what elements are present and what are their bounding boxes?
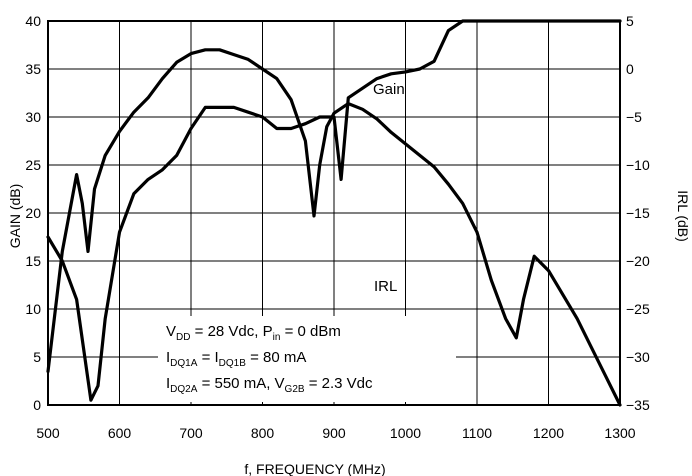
x-tick-labels: 500 600 700 800 900 1000 1100 1200 1300 xyxy=(36,425,635,441)
y-left-tick-label: 0 xyxy=(33,397,41,413)
irl-series-label: IRL xyxy=(374,278,397,295)
x-tick-label: 1100 xyxy=(462,425,492,441)
y-left-tick-label: 25 xyxy=(25,157,41,173)
y-left-tick-label: 10 xyxy=(25,301,41,317)
x-tick-label: 700 xyxy=(179,425,203,441)
y-right-tick-label: 5 xyxy=(626,13,634,29)
x-tick-label: 1200 xyxy=(533,425,564,441)
x-tick-label: 1000 xyxy=(390,425,421,441)
x-tick-label: 600 xyxy=(108,425,132,441)
x-tick-label: 500 xyxy=(36,425,60,441)
y-right-tick-label: −10 xyxy=(626,157,650,173)
y-right-tick-label: −20 xyxy=(626,253,650,269)
x-axis-label: f, FREQUENCY (MHz) xyxy=(244,461,385,476)
y-left-tick-label: 20 xyxy=(25,205,41,221)
y-left-tick-label: 35 xyxy=(25,61,41,77)
plot-frame xyxy=(47,20,621,406)
y-right-tick-label: −15 xyxy=(626,205,650,221)
y-left-tick-label: 40 xyxy=(25,13,41,29)
y-left-tick-label: 5 xyxy=(33,349,41,365)
y-right-tick-label: −30 xyxy=(626,349,650,365)
gain-series-label: Gain xyxy=(373,81,405,98)
y-right-tick-label: −35 xyxy=(626,397,650,413)
y-left-tick-label: 30 xyxy=(25,109,41,125)
y-right-tick-labels: −35 −30 −25 −20 −15 −10 −5 0 5 xyxy=(626,13,650,413)
y-right-axis-label: IRL (dB) xyxy=(675,190,691,242)
series-group xyxy=(46,19,622,407)
y-left-tick-labels: 0 5 10 15 20 25 30 35 40 xyxy=(25,13,41,413)
y-left-tick-label: 15 xyxy=(25,253,41,269)
conditions-box xyxy=(158,316,456,402)
x-tick-label: 900 xyxy=(322,425,346,441)
condition-line-2: IDQ1A = IDQ1B = 80 mA xyxy=(166,349,306,369)
y-right-tick-label: −25 xyxy=(626,301,650,317)
condition-line-1: VDD = 28 Vdc, Pin = 0 dBm xyxy=(166,323,341,343)
gain-series-line xyxy=(46,19,622,402)
x-tick-label: 800 xyxy=(251,425,275,441)
y-left-axis-label: GAIN (dB) xyxy=(7,184,23,249)
irl-series-line xyxy=(46,48,622,407)
y-right-tick-label: −5 xyxy=(626,109,642,125)
x-tick-label: 1300 xyxy=(604,425,635,441)
y-right-tick-label: 0 xyxy=(626,61,634,77)
condition-line-3: IDQ2A = 550 mA, VG2B = 2.3 Vdc xyxy=(166,375,373,395)
